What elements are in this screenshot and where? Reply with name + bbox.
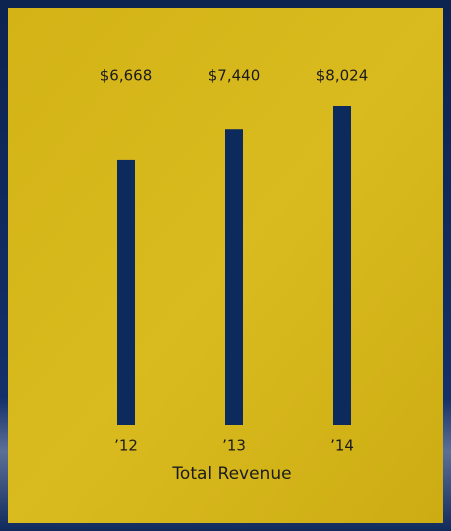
value-label: $6,668 (100, 67, 153, 85)
x-tick-label: ’12 (114, 437, 138, 455)
bar (117, 159, 135, 426)
chart-title: Total Revenue (171, 464, 291, 484)
x-tick-label: ’14 (330, 437, 354, 455)
x-tick-label: ’13 (222, 437, 246, 455)
bar (333, 106, 351, 425)
value-label: $7,440 (208, 67, 261, 85)
value-label: $8,024 (316, 67, 369, 85)
bar (225, 129, 243, 425)
